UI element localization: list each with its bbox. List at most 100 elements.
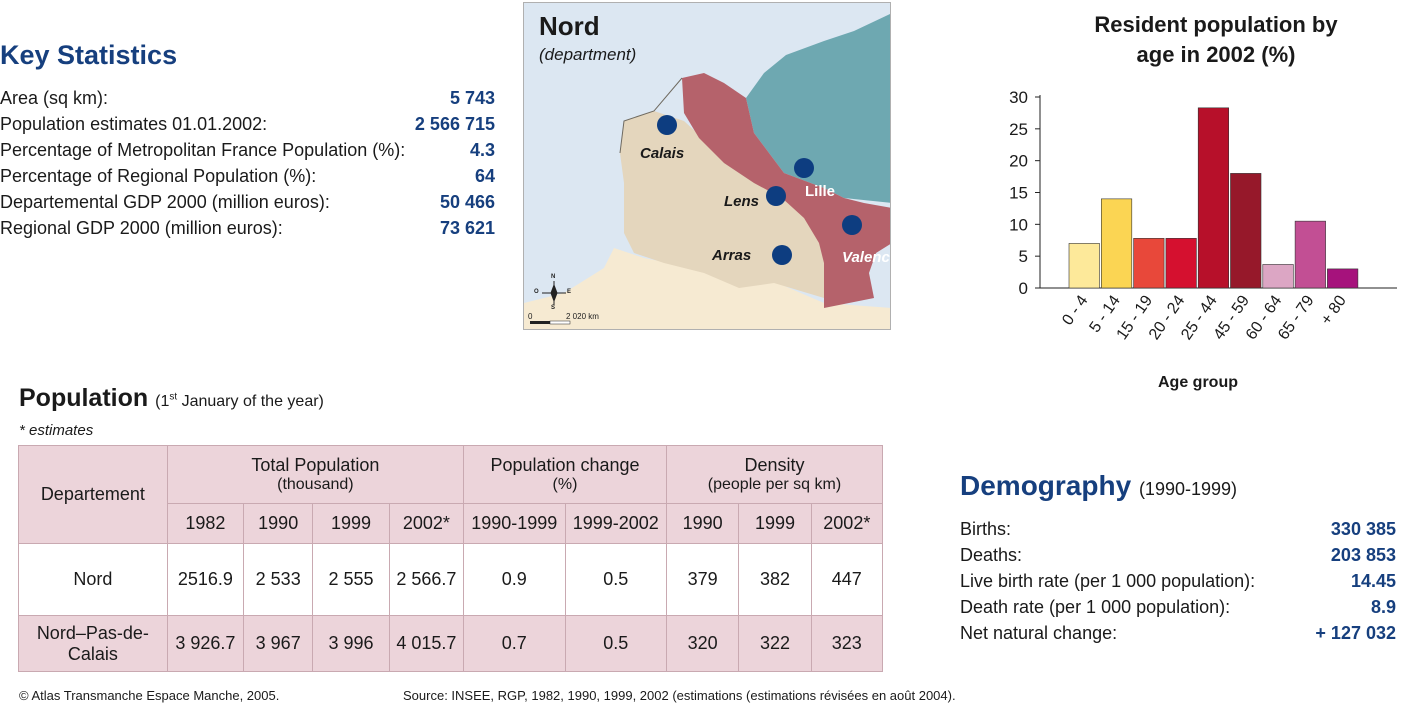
stat-value: 50 466 <box>439 192 495 212</box>
demography-title-text: Demography <box>960 470 1132 501</box>
header-density-label: Density <box>744 455 805 475</box>
city-marker-valenciennes <box>842 215 862 235</box>
city-marker-lens <box>766 186 786 206</box>
city-marker-calais <box>657 115 677 135</box>
chart-title: Resident population by age in 2002 (%) <box>1094 12 1338 67</box>
table-cell: 323 <box>810 615 884 672</box>
demography-row: Death rate (per 1 000 population): 8.9 <box>960 594 1396 620</box>
scale-end: 2 020 km <box>566 312 599 321</box>
map-title: Nord <box>539 11 600 41</box>
demography-label: Live birth rate (per 1 000 population): <box>960 571 1256 591</box>
demography-period: (1990-1999) <box>1138 479 1238 499</box>
demography-row: Births: 330 385 <box>960 516 1396 542</box>
table-cell: 320 <box>665 615 740 672</box>
demography-title: Demography (1990-1999) <box>960 470 1396 502</box>
header-total-unit: (thousand) <box>277 476 354 493</box>
population-title: Population (1st January of the year) <box>19 384 324 413</box>
bar <box>1165 238 1197 289</box>
header-total-population: Total Population (thousand) <box>166 445 465 504</box>
table-cell: 447 <box>810 543 884 616</box>
year-header: 1999 <box>738 503 812 544</box>
table-cell: 379 <box>665 543 740 616</box>
stat-label: Regional GDP 2000 (million euros): <box>0 218 283 238</box>
table-cell: 2 533 <box>243 543 314 616</box>
stat-row: Percentage of Regional Population (%): 64 <box>0 163 495 189</box>
stat-label: Percentage of Regional Population (%): <box>0 166 317 186</box>
demography-value: + 127 032 <box>1315 623 1396 643</box>
compass-east: E <box>567 289 572 295</box>
table-cell: 2516.9 <box>166 543 245 616</box>
demography-value: 330 385 <box>1330 519 1396 539</box>
note-superscript: st <box>169 391 178 403</box>
population-title-text: Population <box>19 384 149 412</box>
southern-region <box>524 248 890 329</box>
demography-row: Live birth rate (per 1 000 population): 1… <box>960 568 1396 594</box>
table-header-row: Departement Total Population (thousand) … <box>18 445 884 544</box>
table-cell: 0.7 <box>463 615 566 672</box>
table-cell: 3 996 <box>312 615 390 672</box>
stat-label: Area (sq km): <box>0 88 109 108</box>
compass-icon <box>542 281 566 305</box>
note-prefix: (1 <box>155 393 170 410</box>
stat-row: Population estimates 01.01.2002: 2 566 71… <box>0 111 495 137</box>
city-label-calais: Calais <box>640 145 685 162</box>
stat-value: 4.3 <box>469 140 495 160</box>
demography-label: Births: <box>960 519 1012 539</box>
key-statistics-panel: Key Statistics Area (sq km): 5 743 Popula… <box>0 40 495 241</box>
y-tick-label: 0 <box>1019 279 1028 298</box>
stat-value: 73 621 <box>439 218 495 238</box>
x-tick-label: + 80 <box>1318 292 1350 328</box>
compass-north: N <box>551 274 556 280</box>
table-cell: 3 926.7 <box>166 615 245 672</box>
table-cell: 3 967 <box>243 615 314 672</box>
coastline <box>619 77 683 154</box>
table-cell: 4 015.7 <box>388 615 465 672</box>
stat-label: Population estimates 01.01.2002: <box>0 114 268 134</box>
stat-row: Area (sq km): 5 743 <box>0 85 495 111</box>
bar <box>1230 173 1262 289</box>
y-tick-label: 10 <box>1009 215 1028 234</box>
demography-label: Net natural change: <box>960 623 1118 643</box>
table-cell: 2 555 <box>312 543 390 616</box>
year-header: 1999-2002 <box>564 503 667 544</box>
year-header: 1990-1999 <box>463 503 566 544</box>
stat-row: Regional GDP 2000 (million euros): 73 621 <box>0 215 495 241</box>
table-cell: 322 <box>738 615 812 672</box>
city-marker-lille <box>794 158 814 178</box>
y-tick-label: 15 <box>1009 184 1028 203</box>
table-cell: 382 <box>738 543 812 616</box>
stat-label: Departemental GDP 2000 (million euros): <box>0 192 330 212</box>
year-header: 1990 <box>665 503 740 544</box>
demography-panel: Demography (1990-1999) Births: 330 385 De… <box>960 470 1396 646</box>
bar <box>1294 220 1326 289</box>
bar <box>1101 198 1133 289</box>
demography-value: 14.45 <box>1350 571 1396 591</box>
header-density-unit: (people per sq km) <box>707 476 842 493</box>
year-header: 2002* <box>810 503 884 544</box>
age-chart: Resident population by age in 2002 (%) 0… <box>990 0 1404 400</box>
population-table: Departement Total Population (thousand) … <box>18 445 884 672</box>
scale-bar <box>530 320 571 325</box>
city-label-valenciennes: Valenciennes <box>842 249 890 266</box>
compass-west: O <box>534 289 539 295</box>
header-departement: Departement <box>18 445 168 544</box>
row-name: Nord–Pas-de-Calais <box>18 615 168 672</box>
demography-label: Deaths: <box>960 545 1023 565</box>
note-suffix: January of the year) <box>177 393 324 410</box>
bar <box>1068 243 1100 289</box>
table-row: Nord 2516.9 2 533 2 555 2 566.7 0.9 0.5 … <box>18 543 884 616</box>
stat-label: Percentage of Metropolitan France Popula… <box>0 140 406 160</box>
compass-south: S <box>551 305 556 311</box>
header-change-label: Population change <box>490 455 640 475</box>
city-label-lille: Lille <box>805 183 836 200</box>
bar <box>1197 107 1229 289</box>
city-marker-arras <box>772 245 792 265</box>
stat-value: 2 566 715 <box>414 114 495 134</box>
demography-label: Death rate (per 1 000 population): <box>960 597 1231 617</box>
belgium-region <box>746 13 890 203</box>
bar <box>1262 264 1294 289</box>
year-header: 1982 <box>166 503 245 544</box>
year-header: 1990 <box>243 503 314 544</box>
year-header: 2002* <box>388 503 465 544</box>
estimates-note: * estimates <box>19 422 94 439</box>
